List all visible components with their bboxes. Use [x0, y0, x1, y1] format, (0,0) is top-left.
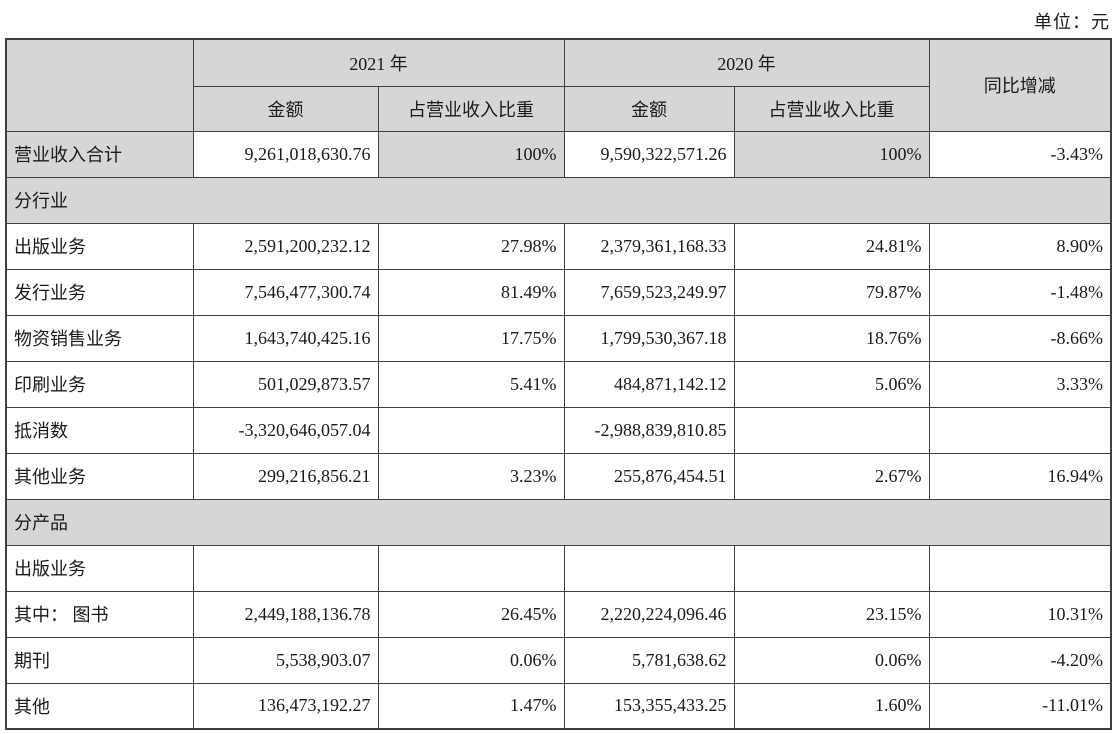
table-row: 营业收入合计 9,261,018,630.76 100% 9,590,322,571.…: [5, 130, 1112, 178]
year-2020-header-cell: 2020 年: [563, 38, 930, 87]
table-row: 印刷业务 501,029,873.57 5.41% 484,871,142.12 5.0…: [5, 360, 1112, 408]
share-2020-header-cell: 占营业收入比重: [733, 85, 930, 132]
yoy-cell: -1.48%: [928, 268, 1112, 316]
amount-2021-cell: 299,216,856.21: [192, 452, 379, 500]
table-row: 其他业务 299,216,856.21 3.23% 255,876,454.51 2.6…: [5, 452, 1112, 500]
share-2020-cell: 2.67%: [733, 452, 930, 500]
yoy-cell: -3.43%: [928, 130, 1112, 178]
row-label-cell: 发行业务: [5, 268, 194, 316]
amount-2020-cell: [563, 544, 735, 592]
table-header: 2021 年 2020 年 同比增减 金额 占营业收入比重 金额 占营业收入比重: [5, 38, 1112, 132]
amount-2020-cell: 2,220,224,096.46: [563, 590, 735, 638]
amount-2020-cell: 5,781,638.62: [563, 636, 735, 684]
amount-2020-cell: 484,871,142.12: [563, 360, 735, 408]
share-2020-cell: 0.06%: [733, 636, 930, 684]
table-row: 其中： 图书 2,449,188,136.78 26.45% 2,220,224,09…: [5, 590, 1112, 638]
table-row: 出版业务 2,591,200,232.12 27.98% 2,379,361,168.…: [5, 222, 1112, 270]
yoy-cell: [928, 406, 1112, 454]
share-2020-cell: 1.60%: [733, 682, 930, 730]
amount-2021-cell: 2,449,188,136.78: [192, 590, 379, 638]
amount-2021-cell: 9,261,018,630.76: [192, 130, 379, 178]
amount-2021-cell: 501,029,873.57: [192, 360, 379, 408]
table-row: 抵消数 -3,320,646,057.04 -2,988,839,810.85: [5, 406, 1112, 454]
row-label-cell: 其他: [5, 682, 194, 730]
share-2020-cell: 100%: [733, 130, 930, 178]
amount-2021-cell: -3,320,646,057.04: [192, 406, 379, 454]
yoy-header-cell: 同比增减: [928, 38, 1112, 132]
amount-2021-cell: 2,591,200,232.12: [192, 222, 379, 270]
year-2021-header-cell: 2021 年: [192, 38, 565, 87]
yoy-cell: 10.31%: [928, 590, 1112, 638]
amount-2021-cell: 136,473,192.27: [192, 682, 379, 730]
table-row: 期刊 5,538,903.07 0.06% 5,781,638.62 0.06% -4.2…: [5, 636, 1112, 684]
unit-label: 单位：元: [1034, 12, 1110, 32]
row-label-cell: 物资销售业务: [5, 314, 194, 362]
amount-2020-cell: 9,590,322,571.26: [563, 130, 735, 178]
row-label-cell: 出版业务: [5, 222, 194, 270]
share-2021-header-cell: 占营业收入比重: [377, 85, 565, 132]
share-2020-cell: 5.06%: [733, 360, 930, 408]
amount-2021-cell: 7,546,477,300.74: [192, 268, 379, 316]
share-2021-cell: 81.49%: [377, 268, 565, 316]
corner-header-cell: [5, 38, 194, 132]
share-2021-cell: 0.06%: [377, 636, 565, 684]
share-2021-cell: [377, 406, 565, 454]
amount-2020-cell: 255,876,454.51: [563, 452, 735, 500]
share-2021-cell: 3.23%: [377, 452, 565, 500]
table-body: 营业收入合计 9,261,018,630.76 100% 9,590,322,571.…: [5, 130, 1112, 730]
row-label-cell: 期刊: [5, 636, 194, 684]
row-label-cell: 出版业务: [5, 544, 194, 592]
share-2020-cell: 18.76%: [733, 314, 930, 362]
share-2021-cell: 17.75%: [377, 314, 565, 362]
table-row: 发行业务 7,546,477,300.74 81.49% 7,659,523,249.…: [5, 268, 1112, 316]
amount-2020-cell: 2,379,361,168.33: [563, 222, 735, 270]
yoy-cell: 3.33%: [928, 360, 1112, 408]
amount-2021-cell: 1,643,740,425.16: [192, 314, 379, 362]
share-2021-cell: 27.98%: [377, 222, 565, 270]
revenue-breakdown-table: 2021 年 2020 年 同比增减 金额 占营业收入比重 金额 占营业收入比重…: [5, 38, 1112, 730]
amount-2021-header-cell: 金额: [192, 85, 379, 132]
row-label-cell: 抵消数: [5, 406, 194, 454]
share-2020-cell: 24.81%: [733, 222, 930, 270]
share-2020-cell: 23.15%: [733, 590, 930, 638]
row-label-cell: 其他业务: [5, 452, 194, 500]
amount-2020-header-cell: 金额: [563, 85, 735, 132]
yoy-cell: 8.90%: [928, 222, 1112, 270]
share-2020-cell: [733, 544, 930, 592]
share-2021-cell: 1.47%: [377, 682, 565, 730]
row-label-cell: 营业收入合计: [5, 130, 194, 178]
share-2021-cell: [377, 544, 565, 592]
row-label-cell: 其中： 图书: [5, 590, 194, 638]
table-row: 其他 136,473,192.27 1.47% 153,355,433.25 1.60%…: [5, 682, 1112, 730]
yoy-cell: -4.20%: [928, 636, 1112, 684]
amount-2020-cell: 7,659,523,249.97: [563, 268, 735, 316]
amount-2021-cell: 5,538,903.07: [192, 636, 379, 684]
share-2021-cell: 26.45%: [377, 590, 565, 638]
table-row: 出版业务: [5, 544, 1112, 592]
share-2021-cell: 100%: [377, 130, 565, 178]
header-row-measures: 金额 占营业收入比重 金额 占营业收入比重: [6, 85, 1111, 132]
amount-2020-cell: -2,988,839,810.85: [563, 406, 735, 454]
section-label-cell: 分行业: [5, 176, 1112, 224]
row-label-cell: 印刷业务: [5, 360, 194, 408]
yoy-cell: -8.66%: [928, 314, 1112, 362]
amount-2020-cell: 153,355,433.25: [563, 682, 735, 730]
section-label-cell: 分产品: [5, 498, 1112, 546]
section-row: 分行业: [5, 176, 1112, 224]
header-row-years: 2021 年 2020 年 同比增减: [5, 38, 1112, 132]
yoy-cell: 16.94%: [928, 452, 1112, 500]
yoy-cell: [928, 544, 1112, 592]
yoy-cell: -11.01%: [928, 682, 1112, 730]
share-2020-cell: [733, 406, 930, 454]
share-2020-cell: 79.87%: [733, 268, 930, 316]
table-row: 物资销售业务 1,643,740,425.16 17.75% 1,799,530,36…: [5, 314, 1112, 362]
amount-2021-cell: [192, 544, 379, 592]
share-2021-cell: 5.41%: [377, 360, 565, 408]
section-row: 分产品: [5, 498, 1112, 546]
amount-2020-cell: 1,799,530,367.18: [563, 314, 735, 362]
